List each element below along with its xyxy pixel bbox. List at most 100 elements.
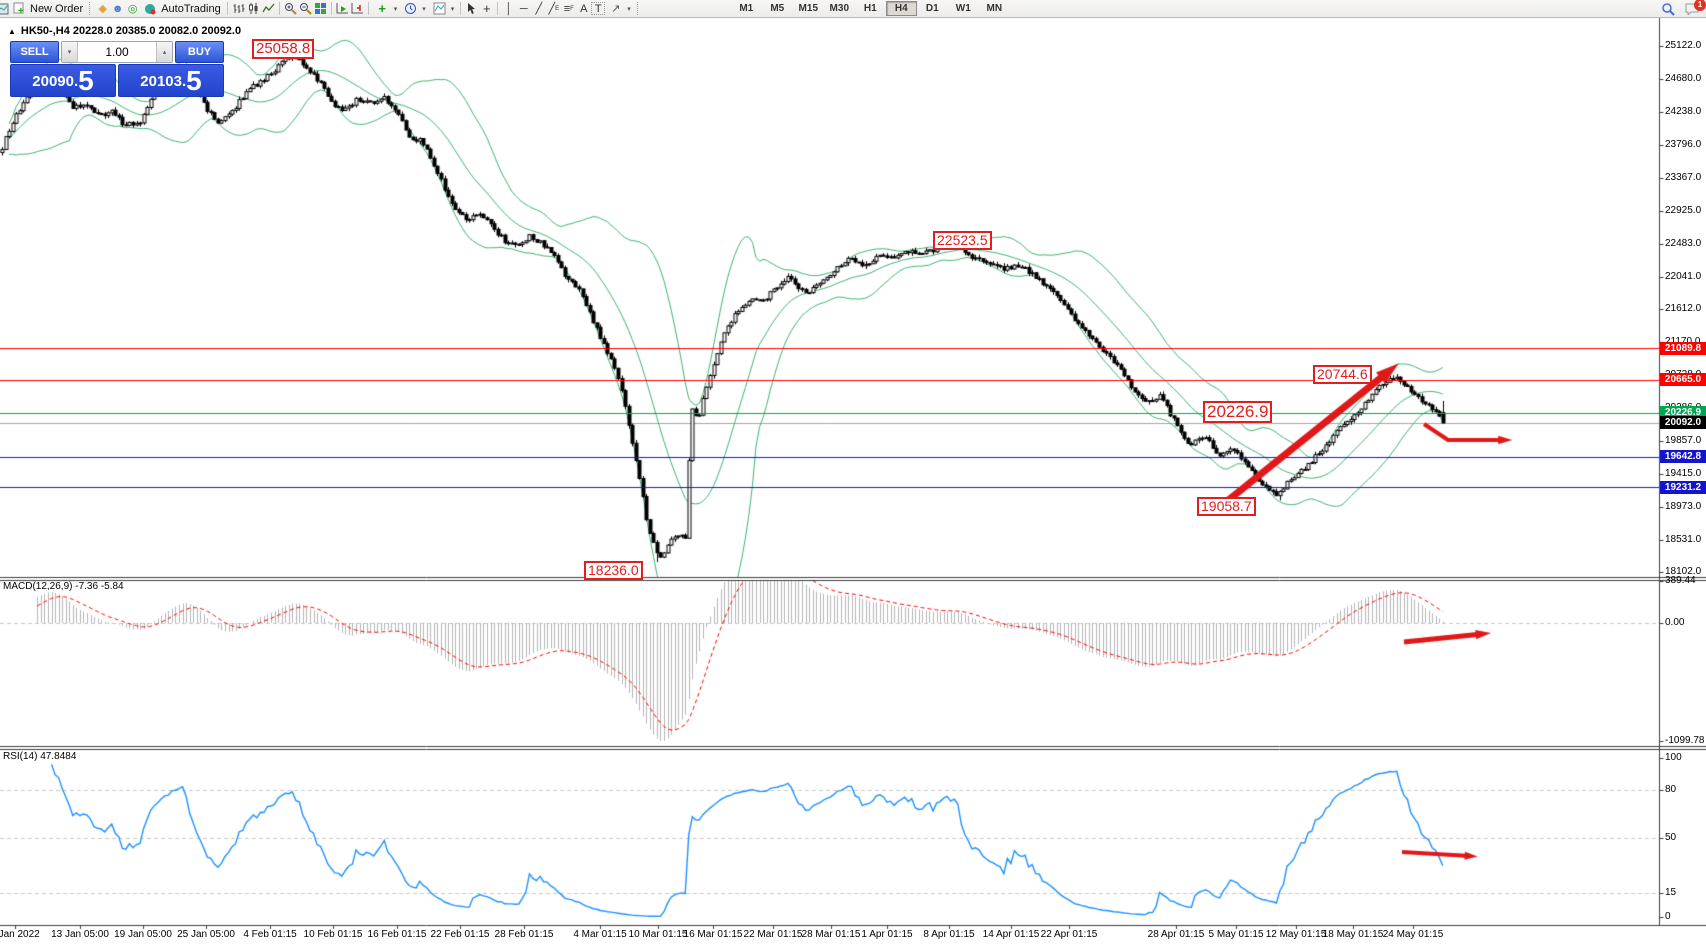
date-axis-label: 12 May 01:15	[1265, 929, 1327, 940]
chat-notifications-icon[interactable]: 1	[1685, 0, 1706, 16]
fibonacci-icon[interactable]: ≡ F	[563, 2, 574, 15]
templates-button[interactable]: ▾	[429, 1, 458, 16]
date-axis-label: 19 Jan 05:00	[114, 929, 172, 940]
timeframe-button-m15[interactable]: M15	[798, 3, 818, 14]
toolbar-right: 1	[1660, 0, 1706, 17]
crosshair-icon[interactable]: +	[482, 0, 491, 16]
price-callout-label[interactable]: 20226.9	[1203, 401, 1273, 423]
timeframe-button-d1[interactable]: D1	[925, 3, 939, 14]
toolbar-separator	[497, 2, 499, 15]
rsi-axis-label: 0	[1665, 911, 1671, 923]
price-axis-label: 19415.0	[1665, 467, 1702, 479]
chart-window-icon[interactable]	[0, 2, 9, 16]
current-price-badge: 20092.0	[1660, 416, 1706, 430]
signals-icon[interactable]: ◎	[127, 2, 138, 15]
svg-text:+: +	[18, 6, 24, 15]
buy-button[interactable]: BUY	[175, 41, 224, 63]
tile-windows-icon[interactable]	[313, 2, 328, 16]
date-axis-label: 8 Apr 01:15	[923, 929, 975, 940]
volume-increase-button[interactable]: ▴	[156, 42, 172, 62]
timeframe-button-m30[interactable]: M30	[829, 3, 849, 14]
rsi-indicator-label: RSI(14) 47.8484	[3, 751, 77, 762]
zoom-in-icon[interactable]	[283, 2, 298, 16]
sell-price-fraction: 5	[78, 65, 94, 96]
shapes-button[interactable]: ↗ ▾	[605, 1, 634, 16]
date-axis-label: 4 Mar 01:15	[573, 929, 627, 940]
price-axis-label: 22925.0	[1665, 204, 1702, 216]
date-axis-label: 1 Apr 01:15	[861, 929, 913, 940]
price-callout-label[interactable]: 22523.5	[933, 231, 992, 250]
zoom-out-icon[interactable]	[298, 2, 313, 16]
vertical-line-icon[interactable]: │	[505, 2, 513, 15]
macd-indicator-label: MACD(12,26,9) -7.36 -5.84	[3, 581, 124, 592]
price-axis-label: 18102.0	[1665, 566, 1702, 577]
toolbar-separator	[226, 2, 228, 15]
volume-input[interactable]: 1.00	[105, 45, 129, 59]
rsi-axis-label: 100	[1665, 752, 1682, 763]
chevron-down-icon: ▾	[422, 5, 426, 13]
text-label-icon[interactable]: T	[591, 2, 606, 15]
toolbar-separator	[460, 2, 462, 15]
toolbar-grip	[89, 2, 92, 15]
sell-price-main: 20090	[32, 73, 74, 90]
sell-button[interactable]: SELL	[10, 41, 59, 63]
date-axis-label: 10 Mar 01:15	[628, 929, 688, 940]
price-level-badge: 19642.8	[1660, 450, 1706, 464]
timeframe-button-m1[interactable]: M1	[739, 3, 754, 14]
price-axis-label: 24680.0	[1665, 73, 1702, 85]
new-order-button[interactable]: + New Order	[9, 1, 86, 16]
trendline-icon[interactable]: ╱	[535, 2, 543, 15]
date-axis-label: 28 Feb 01:15	[494, 929, 554, 940]
periods-clock-icon	[403, 2, 418, 16]
buy-price-display[interactable]: 20103. 5	[118, 64, 224, 97]
price-callout-label[interactable]: 20744.6	[1313, 365, 1372, 384]
crystal-icon[interactable]: ◆	[98, 2, 107, 15]
text-icon[interactable]: A	[580, 2, 588, 15]
buy-price-main: 20103	[140, 73, 182, 90]
horizontal-line-icon[interactable]: ─	[519, 2, 528, 15]
macd-axis-label: 389.44	[1665, 575, 1696, 587]
timeframe-button-mn[interactable]: MN	[986, 3, 1003, 14]
cursor-icon[interactable]	[464, 2, 479, 16]
date-axis-label: 10 Feb 01:15	[303, 929, 363, 940]
autotrading-button[interactable]: AutoTrading	[140, 1, 224, 16]
price-callout-label[interactable]: 19058.7	[1197, 497, 1256, 516]
sell-price-display[interactable]: 20090. 5	[10, 64, 116, 97]
timeframe-button-h4[interactable]: H4	[885, 1, 917, 16]
timeframe-button-m5[interactable]: M5	[770, 3, 785, 14]
add-indicator-icon: +	[378, 0, 387, 16]
price-axis-label: 24238.0	[1665, 106, 1702, 118]
line-chart-icon[interactable]	[261, 2, 276, 16]
timeframe-button-w1[interactable]: W1	[955, 3, 971, 14]
date-axis-label: 25 Jan 05:00	[177, 929, 235, 940]
chart-shift-icon[interactable]	[350, 2, 365, 16]
toolbar: + New Order ◆ ☻ ◎ AutoTrading	[0, 0, 1706, 18]
chevron-down-icon: ▾	[450, 5, 455, 13]
chevron-down-icon: ▾	[393, 5, 398, 13]
search-icon[interactable]	[1660, 2, 1675, 16]
price-callout-label[interactable]: 25058.8	[252, 39, 315, 59]
price-axis-label: 18973.0	[1665, 500, 1702, 512]
rsi-axis-label: 15	[1665, 887, 1677, 899]
price-axis-label: 25122.0	[1665, 40, 1702, 51]
add-indicator-button[interactable]: + ▾	[372, 1, 401, 16]
periods-button[interactable]: ▾	[400, 1, 429, 16]
price-callout-label[interactable]: 18236.0	[584, 561, 643, 580]
volume-decrease-button[interactable]: ▾	[62, 42, 78, 62]
timeframe-button-h1[interactable]: H1	[863, 3, 877, 14]
toolbar-separator	[278, 2, 280, 15]
price-level-badge: 20226.9	[1660, 406, 1706, 420]
experts-icon[interactable]: ☻	[111, 2, 124, 15]
symbol-marker-icon: ▲	[8, 26, 16, 36]
autotrading-icon	[143, 2, 158, 16]
new-order-icon: +	[12, 2, 27, 16]
channel-icon[interactable]: ╱ E	[548, 2, 560, 15]
candlestick-chart-icon[interactable]	[246, 2, 261, 16]
auto-scroll-icon[interactable]	[335, 2, 350, 16]
new-order-label: New Order	[30, 2, 84, 15]
date-axis-label: 13 Jan 05:00	[51, 929, 109, 940]
bar-chart-icon[interactable]	[231, 2, 246, 16]
date-axis-label: 22 Mar 01:15	[743, 929, 803, 940]
date-axis-label: 14 Apr 01:15	[982, 929, 1040, 940]
